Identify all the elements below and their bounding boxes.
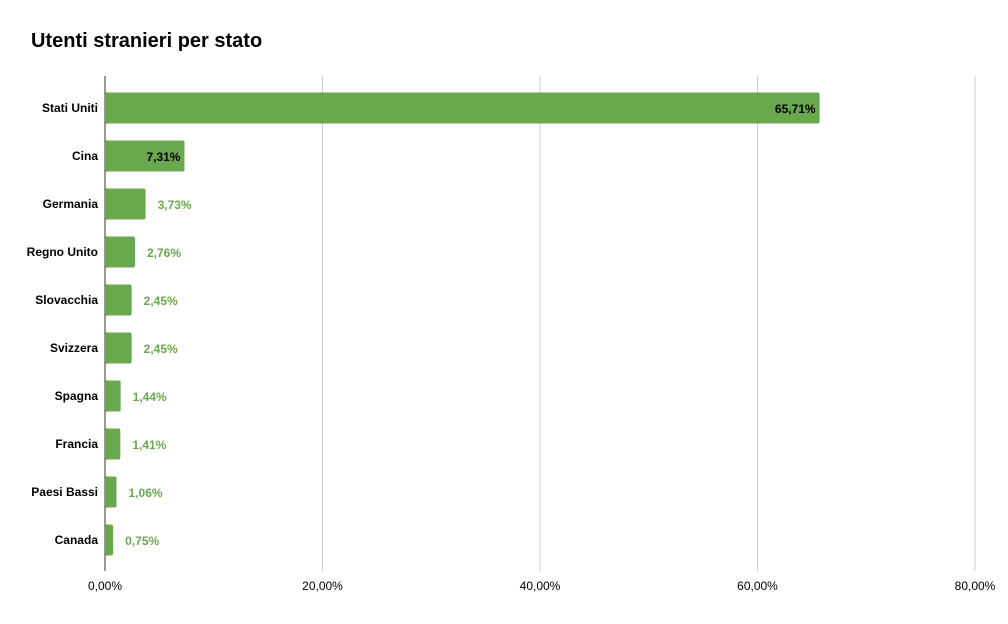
x-tick-label: 0,00% xyxy=(88,579,122,593)
data-label: 7,31% xyxy=(146,150,180,164)
data-label: 2,45% xyxy=(144,342,178,356)
bar-6 xyxy=(105,380,121,412)
bar-0 xyxy=(105,92,820,124)
data-label: 65,71% xyxy=(775,102,816,116)
bar-3 xyxy=(105,236,136,268)
bar-2 xyxy=(105,188,146,220)
category-label: Spagna xyxy=(55,389,99,403)
category-label: Stati Uniti xyxy=(42,101,98,115)
chart-title: Utenti stranieri per stato xyxy=(31,30,263,52)
data-label: 2,45% xyxy=(144,294,178,308)
x-tick-label: 80,00% xyxy=(955,579,996,593)
data-label: 1,06% xyxy=(129,486,163,500)
category-label: Germania xyxy=(43,197,99,211)
category-label: Canada xyxy=(55,533,99,547)
bar-7 xyxy=(105,428,121,460)
category-label: Cina xyxy=(72,149,98,163)
bars xyxy=(105,92,820,556)
bar-8 xyxy=(105,476,117,508)
category-label: Slovacchia xyxy=(35,293,98,307)
category-label: Francia xyxy=(55,437,98,451)
data-label: 1,44% xyxy=(133,390,167,404)
category-label: Svizzera xyxy=(50,341,98,355)
data-label: 1,41% xyxy=(132,438,166,452)
bar-4 xyxy=(105,284,132,316)
category-label: Paesi Bassi xyxy=(31,485,98,499)
bar-1 xyxy=(105,140,185,172)
bar-5 xyxy=(105,332,132,364)
gridlines xyxy=(104,76,976,571)
category-label: Regno Unito xyxy=(27,245,98,259)
data-label: 0,75% xyxy=(125,534,159,548)
labels: 0,00% 20,00% 40,00% 60,00% 80,00% Stati Uniti… xyxy=(27,101,996,593)
data-label: 3,73% xyxy=(158,198,192,212)
data-label: 2,76% xyxy=(147,246,181,260)
x-tick-label: 20,00% xyxy=(302,579,343,593)
x-tick-label: 40,00% xyxy=(520,579,561,593)
bar-9 xyxy=(105,524,114,556)
x-tick-label: 60,00% xyxy=(737,579,778,593)
